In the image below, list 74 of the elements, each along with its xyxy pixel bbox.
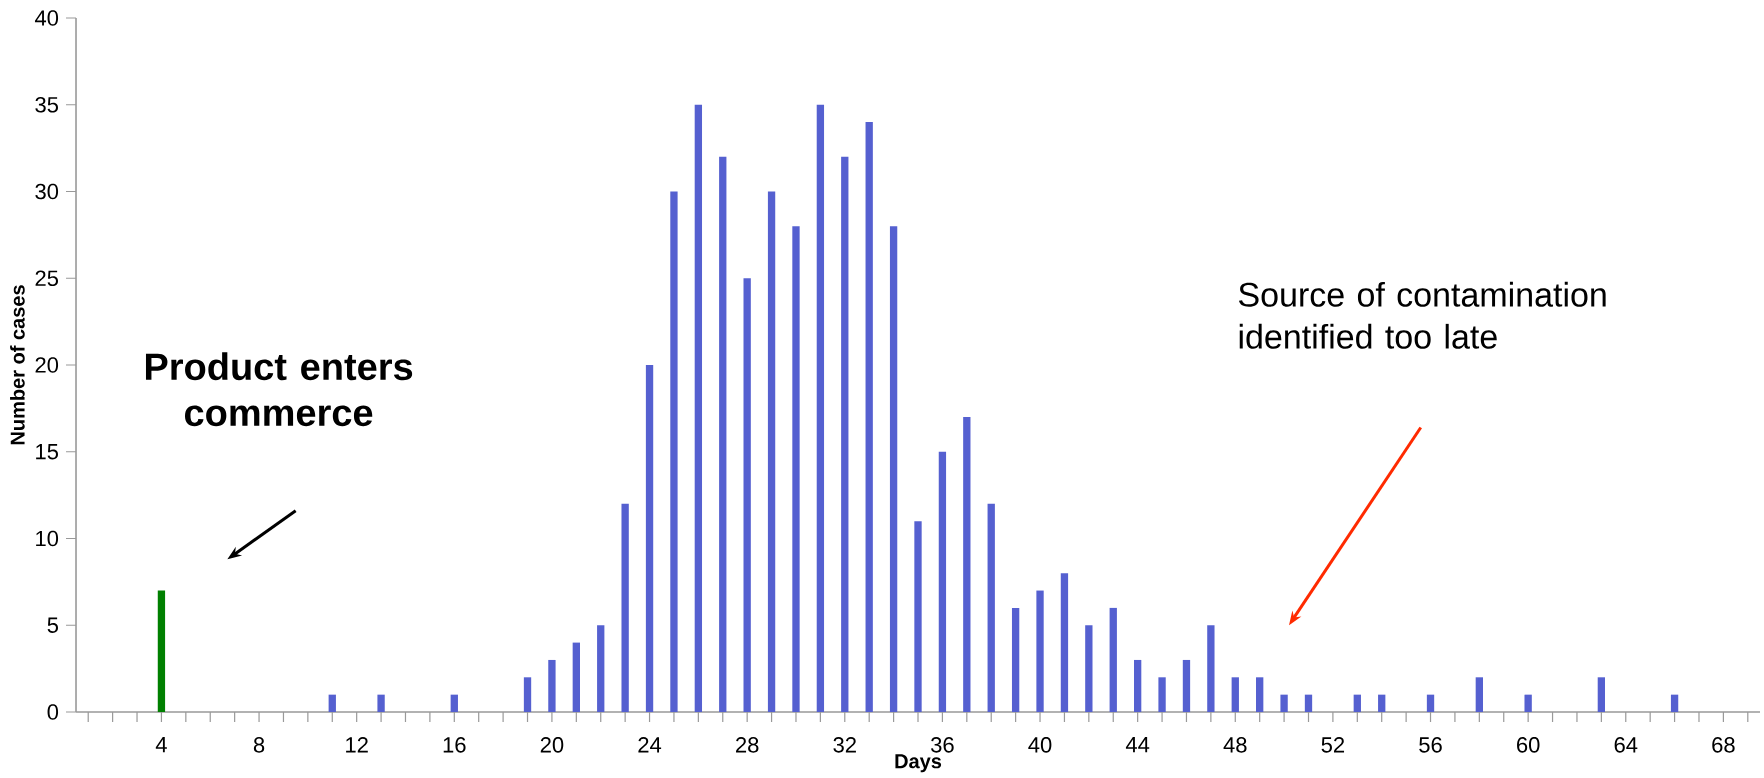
y-tick-label: 20: [35, 357, 59, 373]
x-tick-label: 20: [540, 737, 564, 753]
y-tick-label: 35: [35, 96, 58, 113]
bar: [767, 191, 776, 712]
bar: [548, 659, 556, 712]
bar: [1256, 677, 1264, 712]
bar: [597, 625, 605, 712]
bar: [523, 677, 532, 712]
x-axis-title: Days: [895, 754, 942, 773]
bar: [1353, 694, 1361, 712]
bar: [889, 226, 898, 712]
y-tick-label: 40: [34, 10, 59, 26]
bar: [1158, 677, 1166, 712]
x-tick-label: 32: [833, 737, 856, 753]
y-tick-label: 0: [47, 704, 59, 720]
x-tick-label: 44: [1125, 737, 1150, 753]
annotation: Source of contamination identified too late: [1239, 281, 1606, 349]
bar: [621, 503, 629, 712]
bar: [1304, 694, 1313, 712]
annotation: Product enters commerce: [145, 352, 413, 427]
bar: [377, 694, 385, 712]
bar: [792, 226, 800, 712]
bar: [572, 642, 580, 712]
bar: [1085, 625, 1093, 712]
bar: [1426, 694, 1435, 712]
bar: [1109, 607, 1117, 712]
bar: [157, 590, 166, 712]
bar: [694, 104, 703, 712]
bar: [1378, 694, 1386, 712]
bar: [914, 521, 922, 712]
bar: [1134, 659, 1142, 712]
bar: [841, 156, 849, 712]
x-tick-label: 52: [1321, 737, 1345, 753]
y-axis-title: Number of cases: [10, 285, 25, 445]
bar: [450, 694, 458, 712]
bar: [1670, 694, 1679, 712]
bar: [987, 503, 995, 712]
x-tick-label: 12: [346, 737, 368, 753]
bar: [938, 451, 947, 712]
bar: [1231, 677, 1239, 712]
x-tick-label: 28: [736, 737, 759, 753]
bar: [816, 104, 825, 712]
bar: [865, 122, 873, 712]
bar: [1475, 677, 1483, 712]
x-tick-label: 16: [443, 737, 466, 753]
bar: [1597, 677, 1606, 712]
x-tick-label: 68: [1712, 737, 1735, 753]
x-tick-label: 60: [1517, 737, 1540, 753]
bar: [963, 417, 971, 712]
bar: [1036, 590, 1044, 712]
y-tick-label: 25: [35, 270, 58, 287]
x-tick-label: 64: [1614, 737, 1638, 753]
x-tick-label: 8: [253, 737, 265, 753]
bar: [743, 278, 751, 712]
x-tick-label: 36: [931, 737, 954, 753]
x-tick-label: 40: [1028, 737, 1052, 753]
x-tick-label: 24: [638, 737, 662, 753]
y-tick-label: 30: [35, 183, 59, 200]
bar: [1524, 694, 1532, 712]
bar: [1207, 625, 1215, 712]
y-tick-label: 10: [36, 530, 59, 547]
y-tick-label: 5: [47, 617, 58, 633]
bar: [1011, 607, 1020, 712]
bar: [1060, 573, 1069, 712]
x-tick-label: 4: [155, 737, 167, 753]
x-tick-label: 56: [1419, 737, 1442, 753]
bar: [719, 156, 727, 712]
bar: [1280, 694, 1288, 712]
bar: [1182, 659, 1191, 712]
bar: [670, 191, 678, 712]
bar: [328, 694, 336, 712]
y-tick-label: 15: [36, 444, 58, 460]
bar: [645, 365, 654, 712]
x-tick-label: 48: [1223, 737, 1247, 753]
